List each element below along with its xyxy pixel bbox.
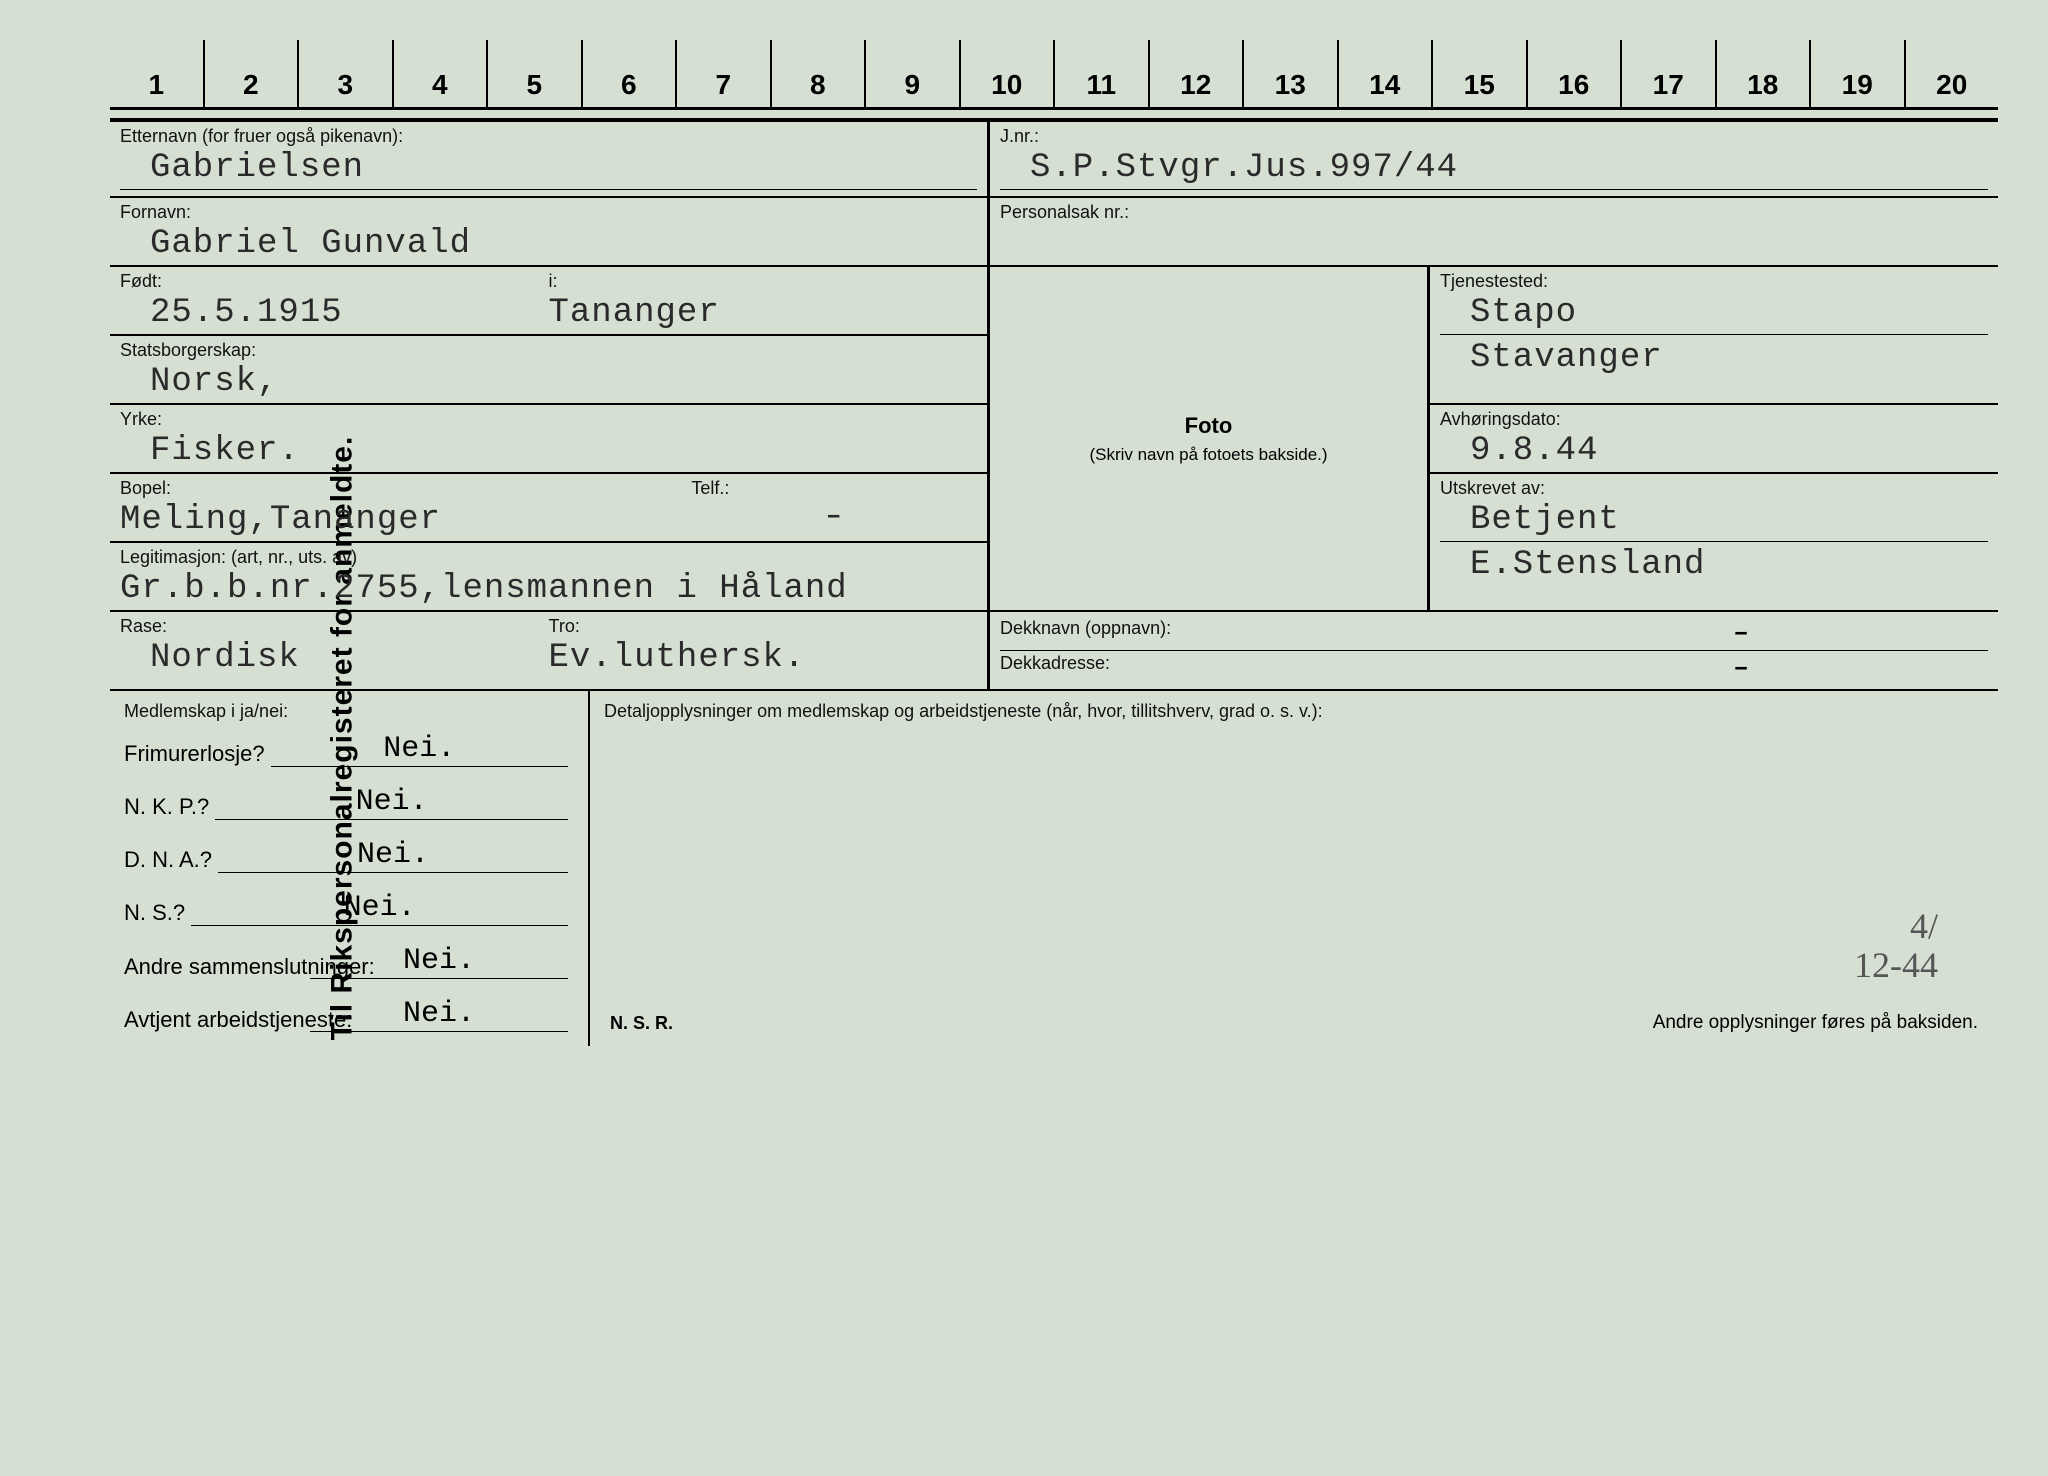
label-avtjent: Avtjent arbeidstjeneste: xyxy=(124,1008,304,1032)
value-tjenestested-2: Stavanger xyxy=(1440,339,1988,377)
value-avtjent: Nei. xyxy=(310,997,568,1032)
value-yrke: Fisker. xyxy=(120,432,977,470)
value-etternavn: Gabrielsen xyxy=(120,149,977,190)
value-utskrevet-1: Betjent xyxy=(1440,501,1988,542)
value-dekknavn: – xyxy=(1494,618,1988,648)
form-grid: Etternavn (for fruer også pikenavn): Gab… xyxy=(110,118,1998,689)
ruler-tick: 8 xyxy=(770,40,865,107)
footer-note: Andre opplysninger føres på baksiden. xyxy=(1653,1012,1978,1034)
label-foto: Foto xyxy=(1185,413,1233,439)
value-dekkadresse: – xyxy=(1494,653,1988,683)
ruler-tick: 3 xyxy=(297,40,392,107)
value-frimurer: Nei. xyxy=(271,732,568,767)
value-bopel: Meling,Tananger xyxy=(120,501,691,539)
label-legitimasjon: Legitimasjon: (art, nr., uts. av) xyxy=(120,547,977,568)
label-nsr: N. S. R. xyxy=(610,1013,673,1034)
label-fornavn: Fornavn: xyxy=(120,202,977,223)
ruler-tick: 13 xyxy=(1242,40,1337,107)
label-statsborgerskap: Statsborgerskap: xyxy=(120,340,977,361)
value-statsborgerskap: Norsk, xyxy=(120,363,977,401)
ruler-tick: 6 xyxy=(581,40,676,107)
value-andre: Nei. xyxy=(310,944,568,979)
value-fornavn: Gabriel Gunvald xyxy=(120,225,977,263)
ruler-tick: 18 xyxy=(1715,40,1810,107)
value-telf: – xyxy=(691,501,977,539)
label-yrke: Yrke: xyxy=(120,409,977,430)
membership-section: Medlemskap i ja/nei: Frimurerlosje? Nei.… xyxy=(110,689,1998,1046)
value-jnr: S.P.Stvgr.Jus.997/44 xyxy=(1000,149,1988,190)
label-detaljer: Detaljopplysninger om medlemskap og arbe… xyxy=(604,701,1984,722)
value-dna: Nei. xyxy=(218,838,568,873)
ruler-tick: 9 xyxy=(864,40,959,107)
value-fodt: 25.5.1915 xyxy=(120,294,549,332)
label-personalsak: Personalsak nr.: xyxy=(1000,202,1988,223)
label-dna: D. N. A.? xyxy=(124,847,212,873)
ruler-tick: 17 xyxy=(1620,40,1715,107)
ruler-tick: 19 xyxy=(1809,40,1904,107)
ruler-tick: 20 xyxy=(1904,40,1999,107)
label-foto-sub: (Skriv navn på fotoets bakside.) xyxy=(1089,445,1327,465)
photo-placeholder: Foto (Skriv navn på fotoets bakside.) xyxy=(990,267,1430,612)
handwriting-line1: 4/ xyxy=(1854,907,1938,947)
ruler-tick: 12 xyxy=(1148,40,1243,107)
value-personalsak xyxy=(1000,225,1988,263)
label-dekknavn: Dekknavn (oppnavn): xyxy=(1000,618,1494,646)
label-tro: Tro: xyxy=(549,616,978,637)
value-fodt-i: Tananger xyxy=(549,294,978,332)
label-jnr: J.nr.: xyxy=(1000,126,1988,147)
ruler-tick: 14 xyxy=(1337,40,1432,107)
ruler-tick: 10 xyxy=(959,40,1054,107)
ruler-tick: 1 xyxy=(110,40,203,107)
ruler-tick: 4 xyxy=(392,40,487,107)
label-etternavn: Etternavn (for fruer også pikenavn): xyxy=(120,126,977,147)
label-rase: Rase: xyxy=(120,616,549,637)
ruler-tick: 7 xyxy=(675,40,770,107)
registration-card: 1 2 3 4 5 6 7 8 9 10 11 12 13 14 15 16 1… xyxy=(110,40,1998,1436)
label-bopel: Bopel: xyxy=(120,478,691,499)
ruler-tick: 5 xyxy=(486,40,581,107)
label-telf: Telf.: xyxy=(691,478,977,499)
label-nkp: N. K. P.? xyxy=(124,794,209,820)
label-frimurer: Frimurerlosje? xyxy=(124,741,265,767)
handwritten-date: 4/ 12-44 xyxy=(1854,907,1938,986)
label-andre: Andre sammenslutninger: xyxy=(124,955,304,979)
value-avhoringsdato: 9.8.44 xyxy=(1440,432,1988,470)
label-fodt: Født: xyxy=(120,271,549,292)
value-tjenestested-1: Stapo xyxy=(1440,294,1988,335)
ruler-tick: 11 xyxy=(1053,40,1148,107)
value-utskrevet-2: E.Stensland xyxy=(1440,546,1988,584)
value-tro: Ev.luthersk. xyxy=(549,639,978,677)
label-dekkadresse: Dekkadresse: xyxy=(1000,653,1494,681)
value-ns: Nei. xyxy=(191,891,568,926)
label-avhoringsdato: Avhøringsdato: xyxy=(1440,409,1988,430)
ruler-tick: 16 xyxy=(1526,40,1621,107)
value-rase: Nordisk xyxy=(120,639,549,677)
handwriting-line2: 12-44 xyxy=(1854,946,1938,986)
value-legitimasjon: Gr.b.b.nr.2755,lensmannen i Håland xyxy=(120,570,977,608)
label-tjenestested: Tjenestested: xyxy=(1440,271,1988,292)
value-nkp: Nei. xyxy=(215,785,568,820)
label-medlemskap: Medlemskap i ja/nei: xyxy=(124,701,574,722)
ruler-tick: 2 xyxy=(203,40,298,107)
label-utskrevet: Utskrevet av: xyxy=(1440,478,1988,499)
label-ns: N. S.? xyxy=(124,900,185,926)
label-fodt-i: i: xyxy=(549,271,978,292)
ruler-tick: 15 xyxy=(1431,40,1526,107)
ruler-scale: 1 2 3 4 5 6 7 8 9 10 11 12 13 14 15 16 1… xyxy=(110,40,1998,110)
